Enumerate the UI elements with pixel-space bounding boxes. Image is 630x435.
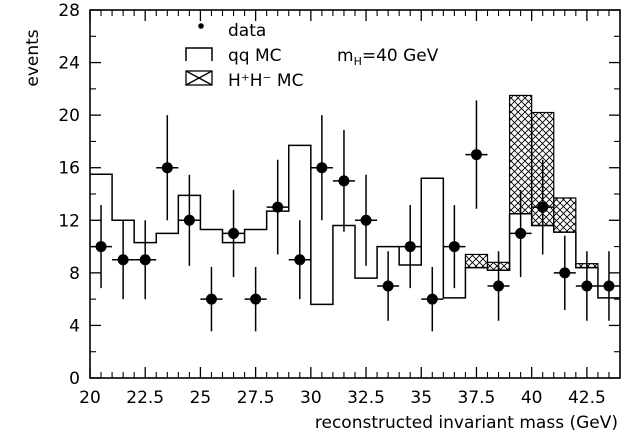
data-point [266, 159, 289, 255]
y-tick-label: 16 [58, 159, 80, 179]
data-point-marker [581, 280, 593, 292]
x-axis-title: reconstructed invariant mass (GeV) [315, 413, 618, 433]
x-tick-label: 42.5 [568, 388, 606, 408]
data-point [355, 174, 378, 266]
x-tick-label: 27.5 [237, 388, 275, 408]
y-tick-label: 24 [58, 54, 80, 74]
hh-mc-bar [553, 197, 577, 233]
x-tick-label: 35 [410, 388, 432, 408]
data-point [399, 205, 422, 289]
data-point [443, 205, 466, 289]
data-point [487, 251, 510, 321]
data-point-marker [426, 293, 438, 305]
qq-mc-histogram [90, 144, 620, 306]
data-point [531, 159, 554, 255]
data-point [178, 174, 201, 266]
data-point [553, 235, 576, 311]
x-tick-label: 25 [190, 388, 212, 408]
data-point-marker [228, 227, 240, 239]
y-tick-label: 28 [58, 1, 80, 21]
legend-qq-marker [185, 47, 213, 61]
data-point [288, 220, 311, 300]
data-point-marker [272, 201, 284, 213]
data-point [597, 251, 620, 321]
y-tick-label: 8 [69, 264, 80, 284]
data-point-marker [95, 241, 107, 253]
data-point-marker [338, 175, 350, 187]
data-point [465, 100, 488, 209]
data-point [200, 266, 223, 332]
legend-data-label: data [228, 21, 266, 41]
data-point-marker [161, 162, 173, 174]
data-point [421, 266, 444, 332]
data-point [156, 115, 179, 221]
y-tick-label: 0 [69, 369, 80, 389]
axis-ticks: 0 4 8 12 16 20 24 28 20 22.5 25 27.5 30 32.5 35 37.5 40 4… [58, 1, 621, 408]
legend-data-marker [198, 23, 204, 29]
y-tick-label: 12 [58, 211, 80, 231]
data-point-marker [448, 241, 460, 253]
x-tick-label: 32.5 [347, 388, 385, 408]
data-point [112, 220, 135, 300]
data-point-marker [515, 227, 527, 239]
hh-mc-bar [464, 253, 489, 269]
data-point-marker [139, 254, 151, 266]
legend-hh-marker [185, 70, 213, 86]
data-point-marker [250, 293, 262, 305]
data-point-marker [360, 214, 372, 226]
data-point [244, 266, 267, 332]
x-tick-label: 37.5 [458, 388, 496, 408]
data-point [509, 189, 532, 278]
legend-hh-label: H⁺H⁻ MC [228, 71, 303, 91]
mass-annotation-subscript: H [354, 55, 362, 68]
data-layer [90, 100, 620, 332]
data-point-marker [183, 214, 195, 226]
data-point-marker [470, 149, 482, 161]
y-axis-title: events [23, 29, 43, 86]
x-tick-label: 20 [79, 388, 101, 408]
x-tick-label: 22.5 [126, 388, 164, 408]
data-point-marker [382, 280, 394, 292]
data-point [377, 251, 400, 321]
data-point [134, 220, 157, 300]
mass-annotation: mH=40 GeV [337, 46, 439, 68]
data-point-marker [316, 162, 328, 174]
x-tick-label: 40 [521, 388, 543, 408]
data-point-marker [205, 293, 217, 305]
data-point-marker [404, 241, 416, 253]
data-point-marker [603, 280, 615, 292]
qq-mc-layer [90, 144, 620, 306]
data-point-marker [493, 280, 505, 292]
data-point [575, 251, 598, 321]
data-point-marker [294, 254, 306, 266]
x-tick-label: 30 [300, 388, 322, 408]
data-point-marker [117, 254, 129, 266]
data-point-marker [537, 201, 549, 213]
data-point [310, 115, 333, 221]
legend-qq-label: qq MC [228, 46, 282, 66]
data-point [222, 189, 245, 278]
legend: data qq MC H⁺H⁻ MC [185, 21, 303, 91]
data-point [332, 129, 355, 232]
data-point [90, 205, 113, 289]
data-point-marker [559, 267, 571, 279]
y-tick-label: 20 [58, 106, 80, 126]
hh-mc-layer [464, 94, 599, 271]
y-tick-label: 4 [69, 316, 80, 336]
